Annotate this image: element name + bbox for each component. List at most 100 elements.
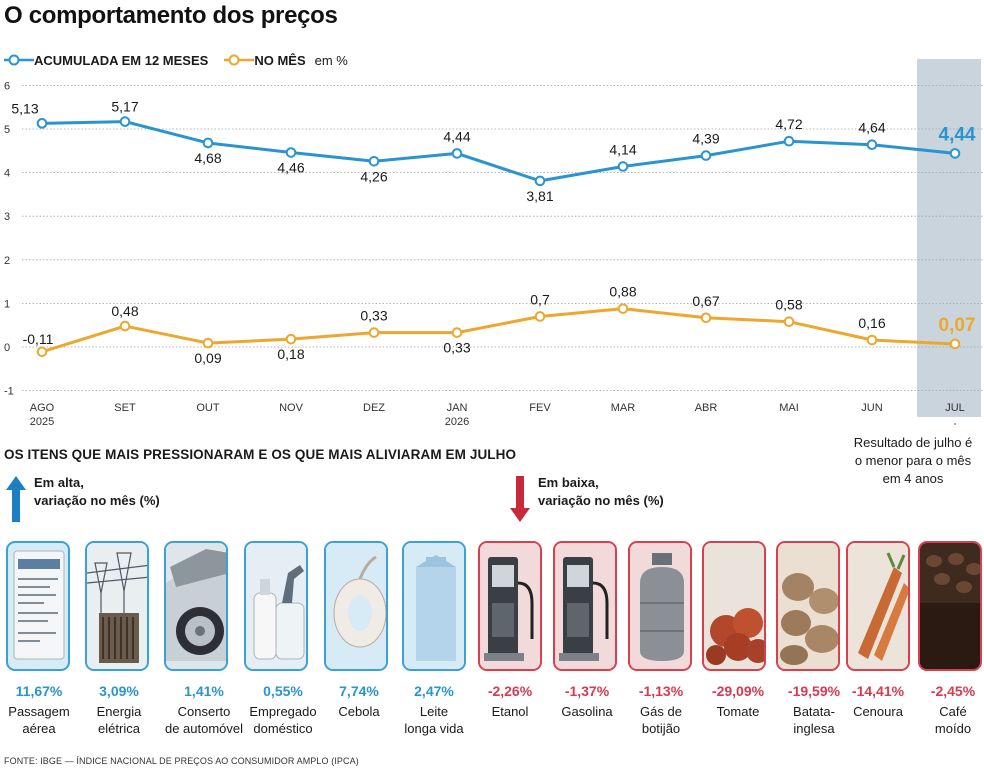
series-line-accumulated [41,120,956,183]
item-card [244,541,308,671]
arrow-up-icon [6,476,26,522]
data-label-accumulated: 4,72 [775,116,802,132]
item-percent: 3,09% [99,683,139,699]
car-icon [166,543,226,669]
item-label-line: botijão [641,721,681,736]
x-tick-sublabel: 2026 [445,416,469,425]
point-monthly [534,311,546,322]
chart-note: Resultado de julho é o menor para o mês … [838,434,984,488]
cleaning-products-icon [246,543,306,669]
item-card [702,541,766,671]
data-label-monthly: -0,11 [23,331,54,347]
gas-cylinder-icon [630,543,690,669]
item-label: Gás de botijão [616,703,706,737]
item-percent: -2,45% [930,683,976,699]
items-row: 11,67% Passagem aérea 3,09% Energia elétrica… [6,541,984,741]
data-label-monthly: 0,33 [443,340,470,356]
point-accumulated [368,155,380,167]
item-card [6,541,70,671]
data-label-monthly: 0,16 [858,315,885,331]
note-line: em 4 anos [882,471,944,486]
arrow-down-icon [510,476,530,522]
data-label-monthly: 0,67 [692,293,719,309]
item-label-line: aérea [22,721,56,736]
x-tick-label: MAI [779,402,799,414]
boarding-pass-icon [13,550,65,660]
point-monthly [949,338,961,350]
item-label: Conserto de automóvel [159,703,249,737]
up-legend-line: variação no mês (%) [34,493,160,508]
item-card [324,541,388,671]
item-label-line: inglesa [793,721,835,736]
up-legend-line: Em alta, [34,475,84,490]
item-percent: 2,47% [414,683,454,699]
y-tick-label: -1 [4,386,14,398]
x-tick-label: FEV [529,402,551,414]
fuel-pump-icon [480,543,540,669]
item-card [846,541,910,671]
down-legend-label: Em baixa, variação no mês (%) [538,474,664,510]
item-label: Batata-inglesa [769,703,859,737]
note-line: Resultado de julho é [853,435,973,450]
item-label-line: longa vida [404,721,464,736]
item-label: Cebola [314,703,404,720]
power-substation-icon [87,543,147,669]
data-label-accumulated: 4,39 [692,131,719,147]
point-monthly [202,337,214,349]
item-label-line: Leite [419,704,449,719]
item-label-line: Batata- [793,704,835,719]
down-legend-line: Em baixa, [538,475,599,490]
point-monthly [36,346,48,358]
item-card [918,541,982,671]
y-tick-label: 2 [4,255,10,267]
y-tick-label: 3 [4,211,10,223]
item-percent: -1,37% [564,683,610,699]
point-monthly [451,327,463,338]
x-tick-label: AGO [30,402,55,414]
item-label-line: Energia [96,704,142,719]
data-label-monthly: 0,18 [277,346,304,362]
y-tick-label: 6 [4,80,10,92]
x-tick-label: MAR [611,402,636,414]
data-label-monthly: 0,09 [194,350,221,366]
item-label: Energia elétrica [74,703,164,737]
point-monthly [119,320,131,332]
item-label: Café moído [908,703,984,737]
legend-unit: em % [314,52,348,68]
note-line: o menor para o mês [854,453,972,468]
item-percent: 11,67% [15,683,63,699]
source-note: FONTE: IBGE — ÍNDICE NACIONAL DE PREÇOS … [4,756,359,766]
up-legend-label: Em alta, variação no mês (%) [34,474,160,510]
item-card [478,541,542,671]
item-card [628,541,692,671]
point-accumulated [534,175,546,187]
y-tick-label: 0 [4,342,10,354]
data-label-monthly: 0,88 [609,284,636,300]
data-label-accumulated: 4,68 [194,150,221,166]
item-percent: -2,26% [487,683,533,699]
point-monthly [285,333,297,345]
legend-accumulated-label: ACUMULADA EM 12 MESES [34,52,209,68]
x-tick-label: JAN [447,402,468,414]
item-percent: 1,41% [184,683,224,699]
legend-monthly-marker [224,54,255,66]
line-chart: 6 5 4 3 2 1 0 -1 AGO 2025 SET OUT NOV DEZ JAN 2026 FEV MA… [4,59,984,425]
item-label: Cenoura [833,703,923,720]
item-label-line: Conserto [177,704,231,719]
data-label-monthly: 0,7 [530,291,550,307]
carrot-icon [848,543,908,669]
x-tick-label: JUN [861,402,882,414]
down-legend-line: variação no mês (%) [538,493,664,508]
data-label-accumulated: 4,26 [360,168,387,184]
item-label: Leite longa vida [389,703,479,737]
point-accumulated [36,118,48,129]
x-tick-label: SET [114,402,136,414]
data-label-accumulated: 5,13 [11,100,38,116]
legend-accumulated-marker [4,54,34,66]
item-label-line: Gasolina [561,704,613,719]
item-label-line: Café [939,704,967,719]
milk-carton-icon [404,543,464,669]
x-tick-sublabel: 2025 [30,416,54,425]
item-label-line: Passagem [8,704,70,719]
legend-monthly-label: NO MÊS [254,52,306,68]
